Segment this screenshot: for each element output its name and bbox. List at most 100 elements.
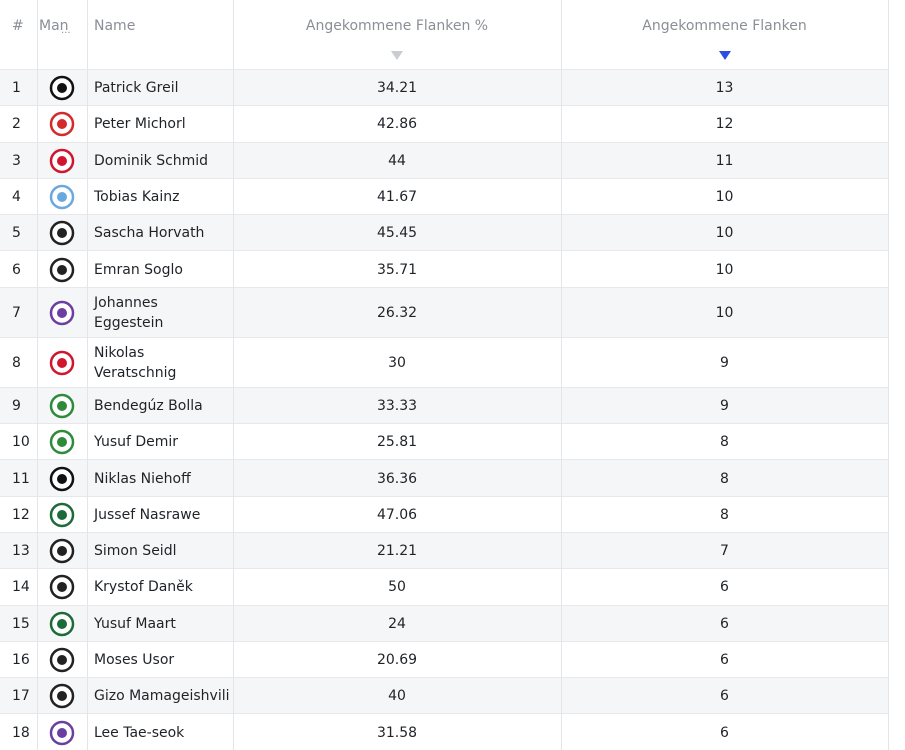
rank: 2 xyxy=(12,116,21,133)
player-name[interactable]: Gizo Mamageishvili xyxy=(94,688,230,705)
rank: 16 xyxy=(12,652,30,669)
cross-pct: 47.06 xyxy=(376,506,418,523)
table-row[interactable] xyxy=(0,106,888,143)
player-name[interactable]: Lee Tae-seok xyxy=(94,724,185,741)
cross-count: 10 xyxy=(715,304,734,321)
team-badge xyxy=(49,75,75,101)
player-name[interactable]: Jussef Nasrawe xyxy=(94,506,201,523)
cross-pct: 25.81 xyxy=(376,434,418,451)
player-name[interactable]: Sascha Horvath xyxy=(94,225,205,242)
player-name[interactable]: Simon Seidl xyxy=(94,543,177,560)
table-row[interactable] xyxy=(0,337,888,388)
table-row[interactable] xyxy=(0,678,888,715)
player-name[interactable]: Niklas Niehoff xyxy=(94,470,191,487)
header-name[interactable]: Name xyxy=(94,18,136,34)
cross-pct: 42.86 xyxy=(376,116,418,133)
table-row[interactable] xyxy=(0,424,888,461)
header-team[interactable]: Man xyxy=(37,0,87,70)
rank: 5 xyxy=(12,225,21,242)
player-name[interactable]: Johannes Eggestein xyxy=(94,294,164,331)
team-badge xyxy=(49,684,75,709)
player-name[interactable]: Nikolas Veratschnig xyxy=(94,344,177,381)
cross-count: 8 xyxy=(720,506,729,523)
player-name[interactable]: Tobias Kainz xyxy=(94,189,180,206)
team-logo xyxy=(37,533,87,569)
cross-count: 10 xyxy=(715,225,734,242)
cross-count: 8 xyxy=(720,434,729,451)
header-count[interactable]: Angekommene Flanken xyxy=(642,18,807,34)
table-row[interactable] xyxy=(0,569,888,606)
rank: 8 xyxy=(12,354,21,371)
cross-pct: 26.32 xyxy=(376,304,418,321)
table-row[interactable] xyxy=(0,460,888,497)
table-row[interactable] xyxy=(0,496,888,533)
team-badge xyxy=(49,350,75,376)
rank: 13 xyxy=(12,543,30,560)
rank: 1 xyxy=(12,80,21,97)
sort-icon-active[interactable] xyxy=(719,51,731,61)
player-name[interactable]: Bendegúz Bolla xyxy=(94,397,203,414)
team-badge xyxy=(49,502,75,528)
cross-count: 11 xyxy=(715,152,734,169)
table-row[interactable] xyxy=(0,605,888,642)
sort-icon[interactable] xyxy=(391,51,403,61)
header-team-label: Man xyxy=(39,18,69,34)
column-divider xyxy=(87,0,88,750)
cross-pct: 33.33 xyxy=(376,397,418,414)
team-logo xyxy=(37,606,87,642)
table-row[interactable] xyxy=(0,142,888,179)
team-badge xyxy=(49,720,75,745)
table-row[interactable] xyxy=(0,714,888,750)
cross-pct: 50 xyxy=(388,579,406,596)
table-row[interactable] xyxy=(0,70,888,107)
cross-pct: 35.71 xyxy=(376,261,418,278)
table-row[interactable] xyxy=(0,178,888,216)
player-name[interactable]: Patrick Greil xyxy=(94,80,179,97)
rank: 6 xyxy=(12,261,21,278)
rank: 10 xyxy=(12,434,30,451)
cross-count: 12 xyxy=(715,116,734,133)
team-badge xyxy=(49,148,75,173)
team-badge xyxy=(49,429,75,455)
cross-pct: 20.69 xyxy=(376,652,418,669)
player-name[interactable]: Peter Michorl xyxy=(94,116,186,133)
team-badge xyxy=(49,538,75,564)
team-badge xyxy=(49,611,75,636)
table-row[interactable] xyxy=(0,641,888,679)
header-pct[interactable]: Angekommene Flanken % xyxy=(305,18,489,34)
column-divider xyxy=(561,0,562,750)
team-logo xyxy=(37,106,87,142)
player-name[interactable]: Moses Usor xyxy=(94,652,175,669)
team-logo xyxy=(37,424,87,460)
cross-count: 13 xyxy=(715,80,734,97)
player-name[interactable]: Emran Soglo xyxy=(94,261,183,278)
rank: 15 xyxy=(12,615,30,632)
team-badge xyxy=(49,184,75,210)
table-row[interactable] xyxy=(0,533,888,570)
team-logo xyxy=(37,288,87,338)
cross-pct: 24 xyxy=(388,615,406,632)
cross-pct: 30 xyxy=(388,354,406,371)
team-logo xyxy=(37,70,87,106)
team-badge xyxy=(49,466,75,491)
table-row[interactable] xyxy=(0,215,888,252)
player-name[interactable]: Krystof Daněk xyxy=(94,579,193,596)
header-rank[interactable]: # xyxy=(12,18,24,34)
table-row[interactable] xyxy=(0,387,888,425)
team-logo xyxy=(37,143,87,179)
team-logo xyxy=(37,642,87,678)
team-logo xyxy=(37,338,87,388)
table-row[interactable] xyxy=(0,251,888,288)
rank: 7 xyxy=(12,304,21,321)
cross-pct: 45.45 xyxy=(376,225,418,242)
cross-count: 7 xyxy=(720,543,729,560)
cross-pct: 44 xyxy=(388,152,406,169)
table-row[interactable] xyxy=(0,287,888,338)
cross-pct: 31.58 xyxy=(376,724,418,741)
player-name[interactable]: Dominik Schmid xyxy=(94,152,209,169)
player-name[interactable]: Yusuf Maart xyxy=(94,615,176,632)
cross-count: 6 xyxy=(720,579,729,596)
rank: 18 xyxy=(12,724,30,741)
cross-pct: 41.67 xyxy=(376,189,418,206)
player-name[interactable]: Yusuf Demir xyxy=(94,434,179,451)
